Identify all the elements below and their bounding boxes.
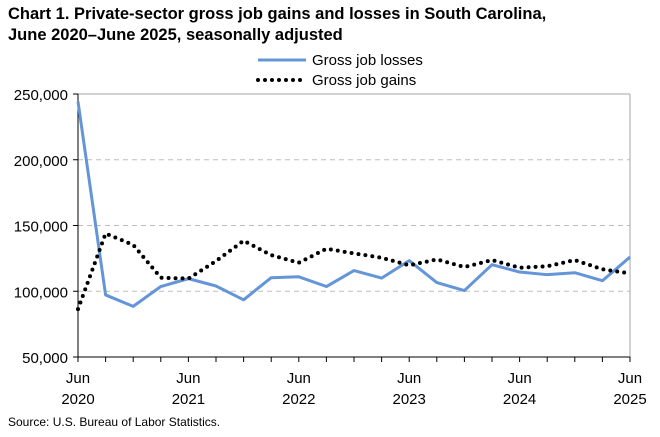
y-tick-label: 50,000 <box>22 350 68 367</box>
source-note: Source: U.S. Bureau of Labor Statistics. <box>8 415 221 429</box>
x-tick-label-month: Jun <box>508 370 532 387</box>
x-tick-label-year: 2024 <box>503 391 536 408</box>
chart-title-line-2: June 2020–June 2025, seasonally adjusted <box>8 26 343 44</box>
series-line-gains <box>76 231 632 312</box>
series-line-losses <box>76 101 631 308</box>
x-tick-label-month: Jun <box>397 370 421 387</box>
x-tick-label-year: 2020 <box>61 391 94 408</box>
y-tick-label: 250,000 <box>14 87 68 104</box>
x-tick-label-month: Jun <box>618 370 642 387</box>
x-tick-label-year: 2023 <box>393 391 426 408</box>
x-tick-label-month: Jun <box>176 370 200 387</box>
x-tick-label-year: 2025 <box>613 391 646 408</box>
x-tick-label-year: 2021 <box>172 391 205 408</box>
x-tick-label-year: 2022 <box>282 391 315 408</box>
y-tick-label: 200,000 <box>14 153 68 170</box>
x-tick-label-month: Jun <box>287 370 311 387</box>
y-tick-label: 100,000 <box>14 284 68 301</box>
x-tick-label-month: Jun <box>66 370 90 387</box>
chart-title-line-1: Chart 1. Private-sector gross job gains … <box>8 5 547 23</box>
y-tick-label: 150,000 <box>14 219 68 236</box>
legend-label: Gross job gains <box>312 72 416 89</box>
chart-title: Chart 1. Private-sector gross job gains … <box>8 4 546 46</box>
legend-label: Gross job losses <box>312 52 423 69</box>
